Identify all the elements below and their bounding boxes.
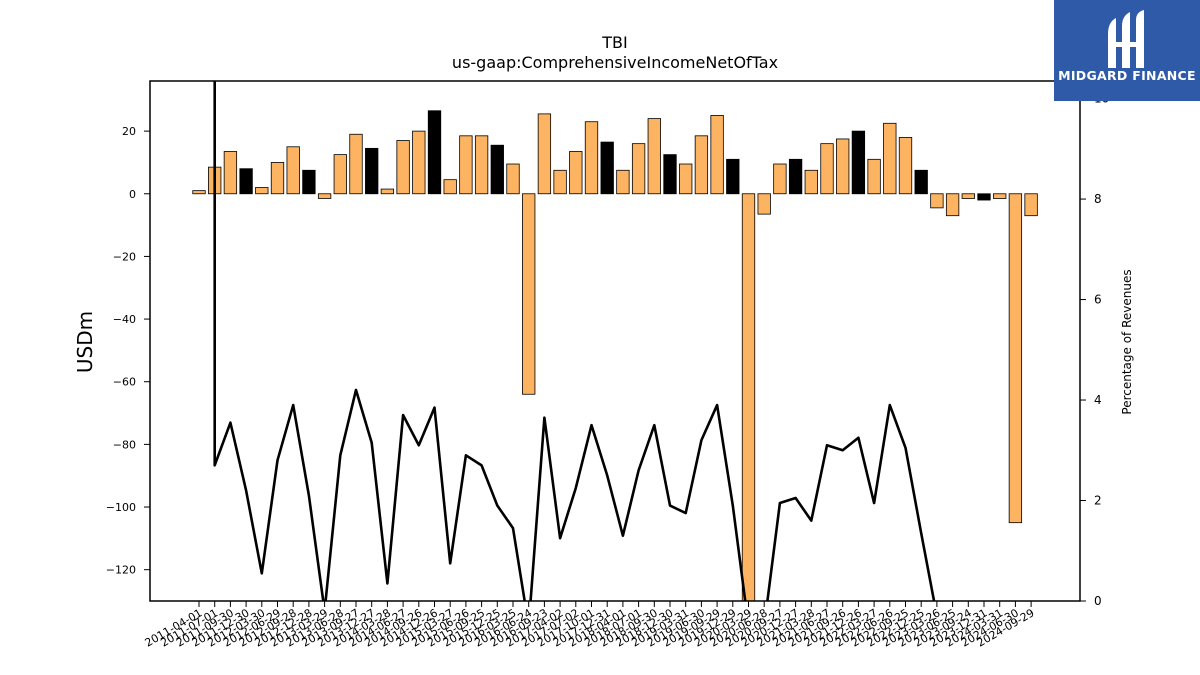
bar [474,135,489,195]
plot-frame [149,80,1081,602]
y-tick-label: −80 [113,438,136,451]
bar [773,163,787,195]
line-group [213,81,936,601]
bar [820,143,834,195]
bar [898,136,913,195]
y-tick-label: −100 [106,501,136,514]
bar [977,193,991,201]
bar [584,121,599,195]
bar [302,169,316,195]
left-axis: 20 0 −20 −40 −60 −80 −100 −120 [106,125,150,577]
bar [427,110,442,195]
bar [192,190,206,195]
bar [333,154,347,195]
y2-tick-label: 6 [1094,293,1102,307]
bar [490,144,504,195]
y-tick-label: 0 [129,188,136,201]
bar [380,188,395,195]
bar [459,135,473,195]
chart-subtitle: us-gaap:ComprehensiveIncomeNetOfTax [452,53,778,72]
y2-tick-label: 4 [1094,393,1102,407]
bar [710,115,724,195]
bar [349,133,363,195]
y2-tick-label: 0 [1094,594,1102,608]
bar [836,138,850,195]
x-axis: 2011-04-012011-07-012011-09-302011-12-30… [143,601,1037,650]
bar [223,151,238,195]
bar [883,122,897,195]
midgard-logo: MIDGARD FINANCE [1054,0,1200,101]
y2-tick-label: 8 [1094,192,1102,206]
bar [679,163,693,195]
bar [993,193,1007,199]
y-tick-label: 20 [122,125,136,138]
chart-title: TBI [601,33,627,52]
bar [286,146,300,195]
bar [631,143,646,195]
y2-axis-label: Percentage of Revenues [1120,269,1134,414]
midgard-logo-icon [1108,10,1144,68]
revenue-percentage-line [213,81,936,601]
bar [914,169,928,195]
bar [317,193,332,199]
bar [443,179,457,195]
bar [788,158,803,195]
bar [804,169,818,195]
bar [506,163,520,195]
bar [270,162,285,195]
bar [537,113,552,195]
bar [365,147,379,195]
y-axis-label: USDm [73,311,97,373]
bar [1008,193,1023,524]
bar [867,158,881,195]
bar [663,154,677,195]
bars-group [192,110,1038,602]
y-tick-label: −40 [113,313,136,326]
bar [741,193,756,602]
bar [616,169,630,195]
bar [851,130,866,195]
bar [412,130,426,195]
bar [600,141,614,195]
y-tick-label: −20 [113,250,136,263]
bar [553,169,567,195]
right-axis: 0246810 [1080,92,1109,608]
y-tick-label: −60 [113,376,136,389]
bar [569,151,583,195]
bar [961,193,975,199]
bar [522,193,536,395]
bar [945,193,960,217]
logo-text: MIDGARD FINANCE [1058,68,1196,83]
y2-tick-label: 2 [1094,494,1102,508]
bar [694,135,709,195]
bar [396,140,410,195]
bar [726,158,740,195]
bar [647,118,661,195]
bar [757,193,771,215]
bar [239,168,253,195]
bar [930,193,944,209]
bar [255,187,269,195]
y-tick-label: −120 [106,564,136,577]
bar [1024,193,1038,217]
